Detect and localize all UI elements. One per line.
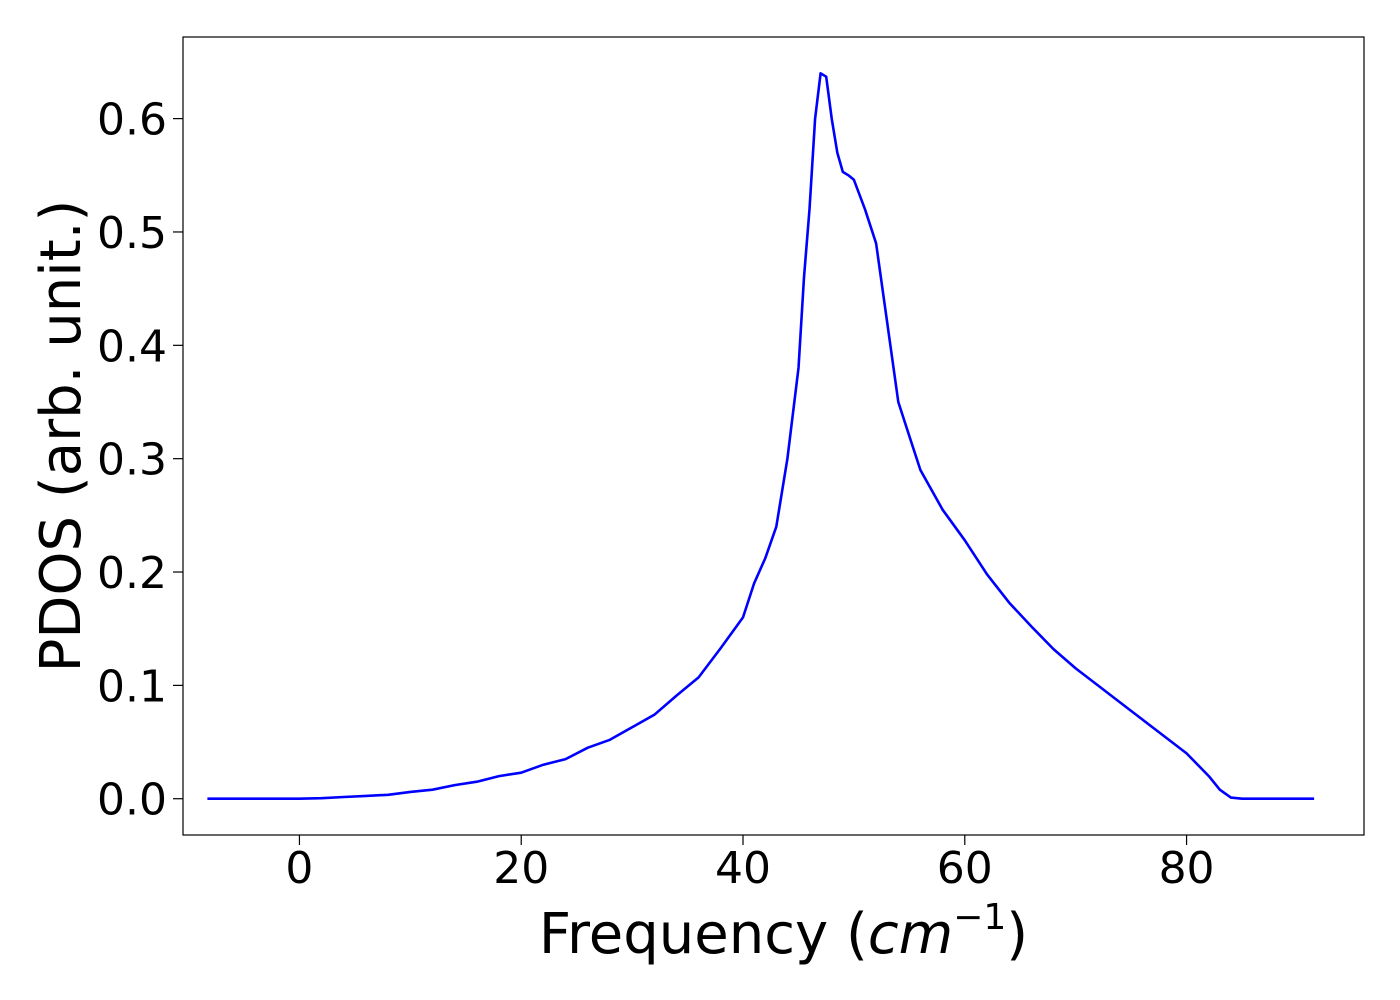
x-tick-label: 20 xyxy=(493,843,549,894)
y-tick-label: 0.0 xyxy=(97,775,167,826)
y-axis-ticks: 0.0 0.1 0.2 0.3 0.4 0.5 0.6 xyxy=(97,95,183,826)
x-tick-label: 0 xyxy=(285,843,313,894)
x-tick-label: 60 xyxy=(937,843,993,894)
pdos-series-line xyxy=(207,72,1315,800)
y-axis-label: PDOS (arb. unit.) xyxy=(29,200,94,673)
y-tick-label: 0.1 xyxy=(97,661,167,712)
y-tick-label: 0.4 xyxy=(97,321,167,372)
x-axis-label-text: Frequency ( xyxy=(539,902,868,967)
x-tick-label: 80 xyxy=(1159,843,1215,894)
plot-area-frame xyxy=(182,36,1365,836)
y-tick-label: 0.5 xyxy=(97,208,167,259)
y-tick-label: 0.2 xyxy=(97,548,167,599)
x-axis-ticks: 0 20 40 60 80 xyxy=(285,835,1215,894)
x-axis-label: Frequency (cm−1) xyxy=(539,897,1028,967)
x-tick-label: 40 xyxy=(715,843,771,894)
x-axis-label-unit: cm xyxy=(868,902,953,967)
x-axis-label-exponent: −1 xyxy=(953,897,1006,938)
y-tick-label: 0.6 xyxy=(97,95,167,146)
y-tick-label: 0.3 xyxy=(97,435,167,486)
x-axis-label-close: ) xyxy=(1006,902,1028,967)
